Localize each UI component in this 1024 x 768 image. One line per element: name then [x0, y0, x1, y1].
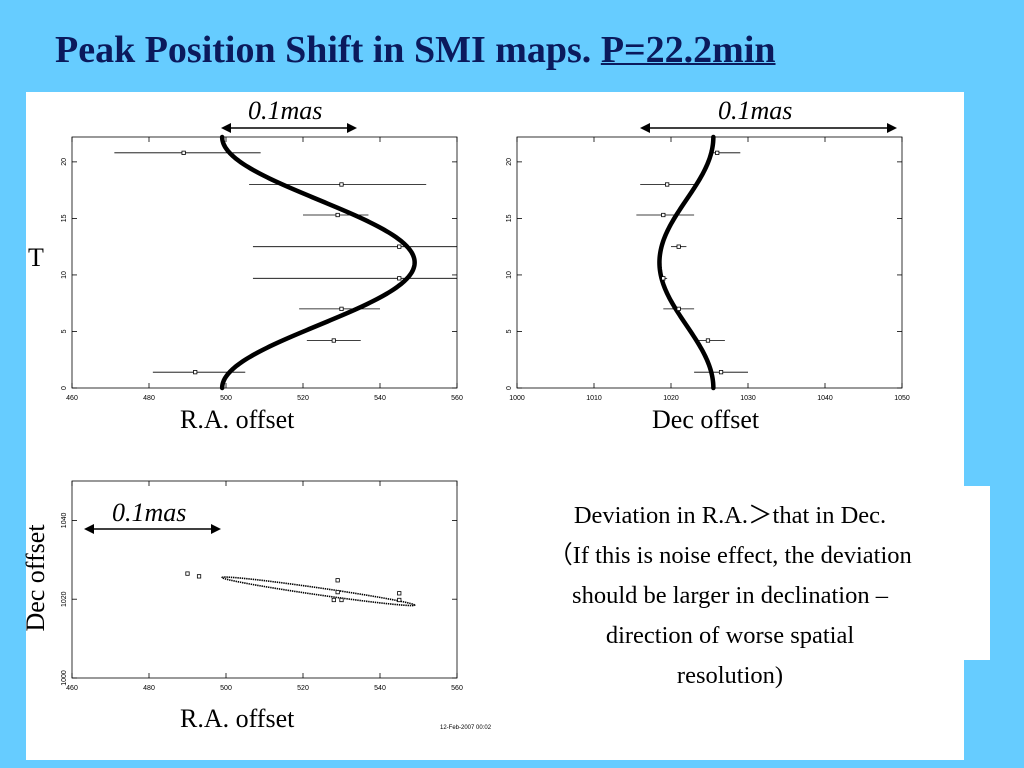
- x-tick-label: 1050: [894, 395, 910, 402]
- scale-label-3: 0.1mas: [112, 498, 187, 527]
- x-tick-label: 1030: [740, 395, 756, 402]
- ra-axis-label-2: R.A. offset: [180, 704, 295, 733]
- x-tick-label: 480: [143, 395, 155, 402]
- data-point: [715, 150, 720, 155]
- y-tick-label: 1040: [61, 513, 68, 529]
- data-point: [397, 597, 402, 603]
- data-point: [335, 590, 340, 595]
- y-tick-label: 0: [506, 386, 513, 390]
- x-tick-label: 480: [143, 685, 155, 692]
- scale-arrowhead: [347, 123, 357, 133]
- y-tick-label: 5: [506, 329, 513, 333]
- note-box: [470, 486, 990, 660]
- data-point: [339, 182, 344, 187]
- y-tick-label: 5: [61, 329, 68, 333]
- data-point: [193, 370, 198, 375]
- data-point: [397, 244, 402, 249]
- x-tick-label: 460: [66, 395, 78, 402]
- scale-label-2: 0.1mas: [718, 96, 793, 125]
- scale-arrowhead: [887, 123, 897, 133]
- chart-dec-vs-time: 1000 1010 1020 1030 1040 1050 0 5 10 15 20: [506, 134, 910, 402]
- x-tick-label: 540: [374, 395, 386, 402]
- dec-axis-label-vertical: Dec offset: [21, 524, 50, 632]
- plot-frame: [516, 136, 903, 389]
- data-point: [661, 212, 666, 218]
- orbit-ellipse: [221, 576, 416, 607]
- data-point: [397, 276, 402, 281]
- data-point: [185, 571, 190, 576]
- data-point: [676, 244, 681, 249]
- y-tick-label: 15: [506, 214, 513, 222]
- note-line: direction of worse spatial: [605, 622, 855, 649]
- note-text: Deviation in R.A.＞that in Dec. （If this …: [478, 496, 982, 696]
- scale-arrowhead: [211, 524, 221, 534]
- data-point: [331, 597, 336, 603]
- t-axis-label: T: [28, 243, 44, 272]
- title-period: P=22.2min: [600, 29, 776, 71]
- title-text: Peak Position Shift in SMI maps.: [55, 29, 601, 71]
- data-point: [335, 578, 340, 583]
- scale-arrowhead: [640, 123, 650, 133]
- data-point: [339, 306, 344, 311]
- data-point: [196, 574, 202, 579]
- y-tick-label: 0: [61, 386, 68, 390]
- scale-label-1: 0.1mas: [248, 96, 323, 125]
- data-point: [181, 150, 186, 155]
- y-tick-label: 20: [61, 158, 68, 166]
- scale-arrowhead: [221, 123, 231, 133]
- x-tick-label: 1010: [586, 395, 602, 402]
- x-tick-label: 500: [220, 395, 232, 402]
- y-tick-label: 10: [506, 271, 513, 279]
- data-point: [718, 370, 724, 375]
- x-tick-label: 560: [451, 395, 463, 402]
- dec-axis-label: Dec offset: [652, 405, 760, 434]
- data-point: [661, 276, 666, 281]
- page-title: Peak Position Shift in SMI maps. P=22.2m…: [55, 28, 776, 72]
- note-line: resolution): [676, 662, 784, 689]
- y-tick-label: 15: [61, 214, 68, 222]
- note-line: （If this is noise effect, the deviation: [548, 542, 912, 569]
- x-tick-label: 520: [297, 395, 309, 402]
- y-tick-label: 10: [61, 271, 68, 279]
- x-tick-label: 1020: [663, 395, 679, 402]
- x-tick-label: 500: [220, 685, 232, 692]
- ra-axis-label-1: R.A. offset: [180, 405, 295, 434]
- x-tick-label: 520: [297, 685, 309, 692]
- y-tick-label: 1020: [61, 591, 68, 607]
- data-point: [331, 338, 336, 343]
- x-tick-label: 1000: [509, 395, 525, 402]
- note-line: should be larger in declination –: [572, 582, 888, 609]
- data-point: [705, 338, 711, 343]
- data-point: [676, 306, 681, 311]
- model-curve: [657, 134, 716, 391]
- y-tick-label: 20: [506, 158, 513, 166]
- chart-ra-vs-time: 460 480 500 520 540 560 0 5 10 15 20: [61, 134, 463, 402]
- x-tick-label: 560: [451, 685, 463, 692]
- data-point: [339, 597, 344, 603]
- scale-arrowhead: [84, 524, 94, 534]
- scale-arrows: [84, 123, 897, 534]
- plot-frame: [71, 136, 458, 389]
- data-point: [665, 182, 670, 187]
- data-point: [397, 591, 402, 596]
- y-tick-label: 1000: [61, 670, 68, 686]
- x-tick-label: 540: [374, 685, 386, 692]
- plot-frame: [71, 480, 458, 679]
- model-curve: [219, 134, 417, 391]
- data-point: [335, 212, 340, 218]
- date-stamp: 12-Feb-2007 00:02: [440, 725, 492, 731]
- note-line: Deviation in R.A.＞that in Dec.: [573, 502, 887, 529]
- chart-ra-vs-dec: 460 480 500 520 540 560 1000 1020 1040: [61, 480, 463, 692]
- x-tick-label: 460: [66, 685, 78, 692]
- x-tick-label: 1040: [817, 395, 833, 402]
